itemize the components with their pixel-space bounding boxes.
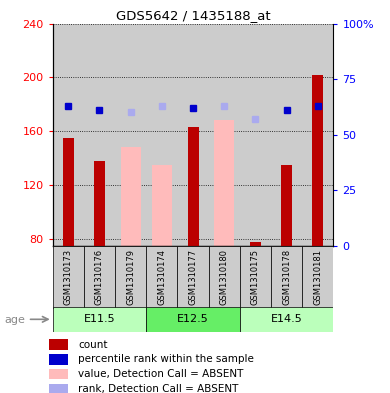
Bar [302,24,333,246]
Text: E12.5: E12.5 [177,314,209,324]
Bar [250,242,261,246]
Bar [84,246,115,309]
Bar [53,307,146,332]
Bar [53,24,84,246]
Bar [49,354,68,365]
Bar [209,246,240,309]
Text: GSM1310174: GSM1310174 [157,249,167,305]
Bar [84,24,115,246]
Bar [214,121,234,246]
Text: count: count [78,340,108,350]
Text: percentile rank within the sample: percentile rank within the sample [78,354,254,364]
Text: GSM1310180: GSM1310180 [220,249,229,305]
Bar [115,246,146,309]
Bar [63,138,74,246]
Bar [177,246,209,309]
Text: age: age [4,314,25,325]
Bar [146,24,177,246]
Bar [115,24,146,246]
Bar [49,340,68,350]
Bar [271,24,302,246]
Text: GSM1310176: GSM1310176 [95,249,104,305]
Text: value, Detection Call = ABSENT: value, Detection Call = ABSENT [78,369,244,379]
Bar [49,384,68,393]
Bar [271,246,302,309]
Bar [240,246,271,309]
Text: GSM1310173: GSM1310173 [64,249,73,305]
Bar [281,165,292,246]
Bar [302,246,333,309]
Text: GSM1310179: GSM1310179 [126,249,135,305]
Bar [49,369,68,380]
Text: GSM1310175: GSM1310175 [251,249,260,305]
Title: GDS5642 / 1435188_at: GDS5642 / 1435188_at [116,9,270,22]
Bar [312,75,323,246]
Text: E11.5: E11.5 [83,314,115,324]
Bar [94,161,105,246]
Bar [121,147,141,246]
Text: GSM1310177: GSM1310177 [188,249,198,305]
Bar [240,24,271,246]
Text: GSM1310181: GSM1310181 [313,249,323,305]
Bar [146,307,240,332]
Bar [146,246,177,309]
Bar [152,165,172,246]
Text: GSM1310178: GSM1310178 [282,249,291,305]
Bar [240,307,333,332]
Text: rank, Detection Call = ABSENT: rank, Detection Call = ABSENT [78,384,239,393]
Text: E14.5: E14.5 [271,314,303,324]
Bar [209,24,240,246]
Bar [53,246,84,309]
Bar [177,24,209,246]
Bar [188,127,199,246]
